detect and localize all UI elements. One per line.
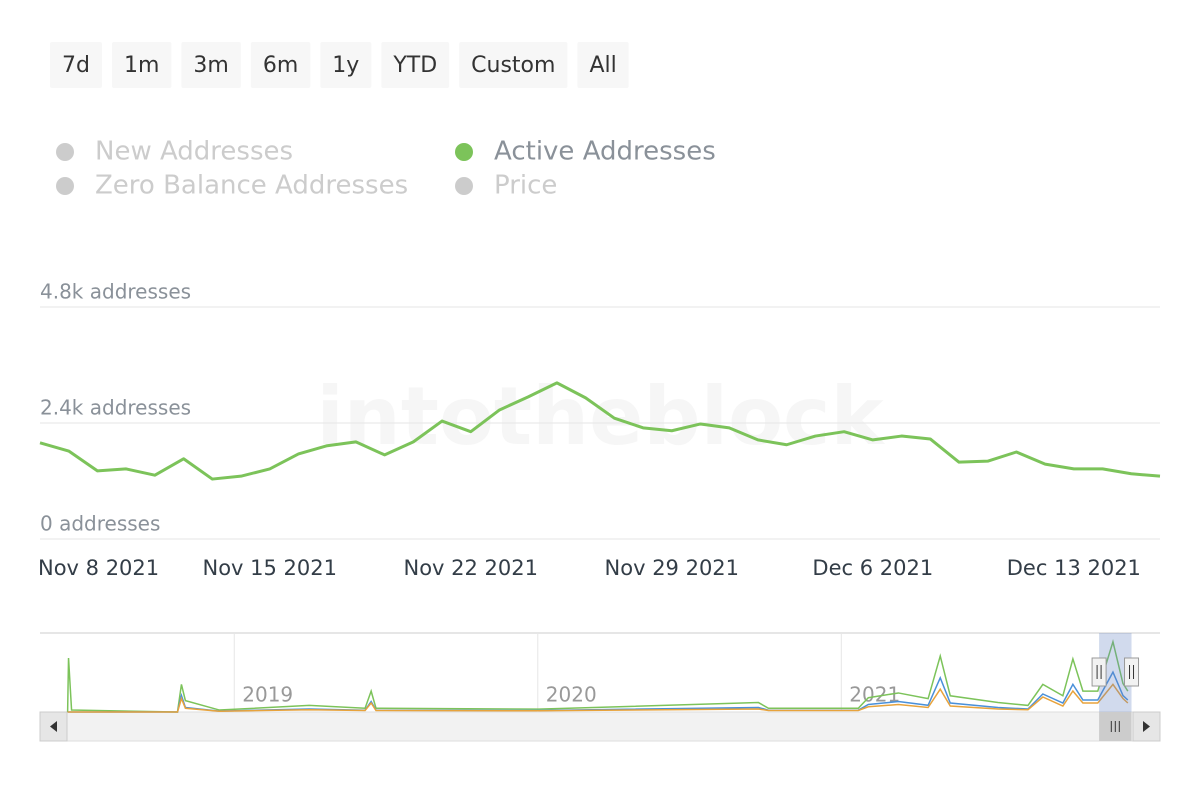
legend-symbol — [56, 177, 74, 195]
navigator-line — [67, 683, 1129, 713]
watermark: intotheblock — [316, 370, 885, 463]
x-tick-label: Dec 13 2021 — [1007, 556, 1141, 580]
range-button-bg — [320, 42, 372, 88]
range-button[interactable]: All — [577, 42, 629, 88]
scroll-right-arrow — [1143, 721, 1150, 732]
range-button[interactable]: 3m — [181, 42, 241, 88]
range-button-bg — [459, 42, 568, 88]
handle-body — [1091, 657, 1107, 687]
scroll-left-arrow — [50, 721, 57, 732]
legend-item[interactable]: New Addresses — [56, 137, 293, 167]
range-button[interactable]: YTD — [381, 42, 450, 88]
x-tick-label: Nov 22 2021 — [404, 556, 539, 580]
range-button-bg — [250, 42, 311, 88]
range-button-bg — [111, 42, 172, 88]
range-button-label: 1m — [124, 53, 159, 78]
range-button-bg — [181, 42, 241, 88]
range-button-label: 7d — [62, 53, 90, 78]
legend-symbol — [56, 143, 74, 161]
legend-label: Active Addresses — [494, 137, 716, 167]
scrollbar-track[interactable] — [39, 711, 1161, 742]
range-button-label: YTD — [392, 53, 437, 78]
navigator-tick-label: 2019 — [242, 683, 293, 707]
navigator-handle[interactable] — [1091, 657, 1107, 687]
range-button-label: All — [589, 53, 616, 78]
x-tick-label: Nov 8 2021 — [38, 556, 159, 580]
range-button[interactable]: 1y — [320, 42, 372, 88]
x-tick-label: Nov 29 2021 — [605, 556, 740, 580]
navigator-tick-label: 2020 — [546, 683, 597, 707]
navigator-handle[interactable] — [1124, 657, 1140, 687]
range-button-label: 6m — [263, 53, 298, 78]
range-button[interactable]: 1m — [111, 42, 172, 88]
y-tick-label: 4.8k addresses — [40, 280, 191, 304]
range-button-label: 3m — [193, 53, 228, 78]
range-button-bg — [381, 42, 450, 88]
legend-item[interactable]: Active Addresses — [455, 137, 716, 167]
legend-label: Zero Balance Addresses — [95, 171, 408, 201]
y-tick-label: 0 addresses — [40, 512, 160, 536]
range-button[interactable]: 6m — [250, 42, 311, 88]
x-tick-label: Nov 15 2021 — [202, 556, 337, 580]
legend-item[interactable]: Zero Balance Addresses — [56, 171, 408, 201]
range-button-label: Custom — [471, 53, 555, 78]
x-tick-label: Dec 6 2021 — [812, 556, 933, 580]
legend-symbol — [455, 143, 473, 161]
legend-label: Price — [494, 171, 557, 201]
range-button-bg — [577, 42, 629, 88]
legend-item[interactable]: Price — [455, 171, 557, 201]
navigator-line — [67, 670, 1129, 713]
range-button[interactable]: 7d — [50, 42, 102, 88]
y-tick-label: 2.4k addresses — [40, 396, 191, 420]
range-button-label: 1y — [332, 53, 359, 78]
navigator-line — [66, 638, 1129, 713]
range-button-bg — [50, 42, 102, 88]
legend-symbol — [455, 177, 473, 195]
legend-label: New Addresses — [95, 137, 293, 167]
series-line — [39, 381, 1161, 481]
handle-body — [1124, 657, 1140, 687]
range-button[interactable]: Custom — [459, 42, 568, 88]
